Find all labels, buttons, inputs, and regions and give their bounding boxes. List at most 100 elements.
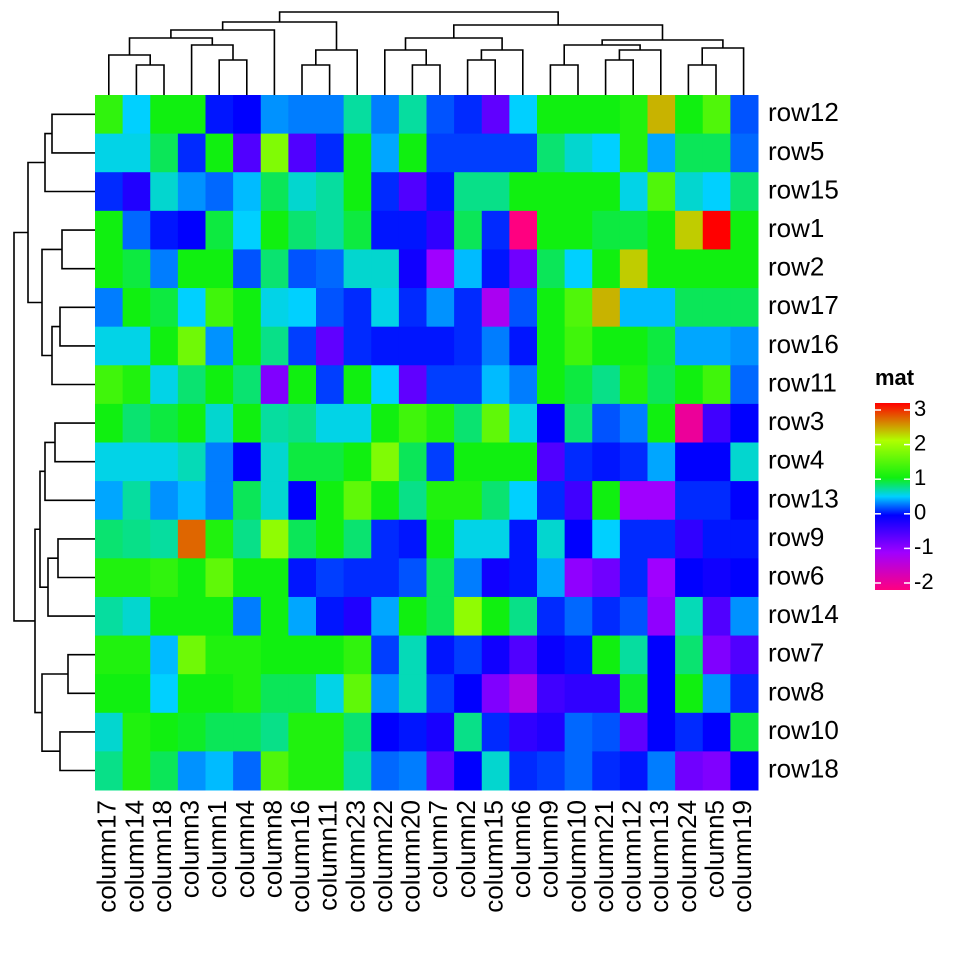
heatmap-cell	[702, 635, 731, 675]
row-label: row18	[768, 754, 839, 784]
heatmap-cell	[260, 481, 289, 521]
heatmap-cell	[233, 210, 262, 250]
heatmap-cell	[509, 712, 538, 752]
heatmap-cell	[509, 635, 538, 675]
heatmap-cell	[122, 481, 151, 521]
heatmap-cell	[150, 751, 179, 791]
heatmap-cell	[288, 403, 317, 443]
heatmap-cell	[316, 674, 345, 714]
heatmap-cell	[122, 249, 151, 289]
heatmap-cell	[537, 596, 566, 637]
heatmap-cell	[675, 403, 704, 443]
heatmap-cell	[343, 558, 372, 598]
heatmap-cell	[647, 365, 676, 405]
row-label: row15	[768, 174, 839, 204]
heatmap-cell	[233, 172, 262, 212]
heatmap-cell	[509, 210, 538, 250]
heatmap-cell	[426, 712, 455, 752]
heatmap-cell	[454, 210, 483, 250]
heatmap-cell	[537, 403, 566, 443]
heatmap-cell	[619, 635, 648, 675]
heatmap-cell	[702, 95, 731, 135]
heatmap-cell	[702, 481, 731, 521]
heatmap-cell	[343, 249, 372, 289]
heatmap-cell	[426, 596, 455, 637]
heatmap-cell	[288, 635, 317, 675]
heatmap-cell	[205, 172, 234, 212]
column-label: column3	[175, 800, 205, 898]
heatmap-cell	[398, 674, 427, 714]
heatmap-cell	[398, 95, 427, 135]
row-label: row2	[768, 252, 824, 282]
heatmap-cell	[564, 210, 593, 250]
heatmap-cell	[647, 519, 676, 559]
heatmap-cell	[592, 133, 621, 173]
heatmap-cell	[537, 442, 566, 482]
heatmap-cell	[260, 95, 289, 135]
heatmap-cell	[426, 519, 455, 559]
heatmap-cell	[454, 596, 483, 637]
heatmap-cell	[122, 751, 151, 791]
heatmap-cell	[260, 133, 289, 173]
heatmap-cell	[122, 403, 151, 443]
heatmap-cell	[288, 133, 317, 173]
heatmap-cell	[454, 365, 483, 405]
heatmap-cell	[426, 365, 455, 405]
heatmap-cell	[702, 249, 731, 289]
heatmap-cell	[233, 596, 262, 637]
heatmap-cell	[564, 95, 593, 135]
column-label: column10	[561, 800, 591, 913]
heatmap-cell	[592, 558, 621, 598]
heatmap-cell	[122, 172, 151, 212]
heatmap-cell	[316, 365, 345, 405]
heatmap-cell	[675, 596, 704, 637]
heatmap-cell	[205, 596, 234, 637]
heatmap-cell	[537, 558, 566, 598]
heatmap-cell	[122, 519, 151, 559]
heatmap-cell	[675, 95, 704, 135]
heatmap-cell	[730, 133, 759, 173]
heatmap-cell	[702, 674, 731, 714]
column-label: column17	[92, 800, 122, 913]
heatmap-cell	[288, 365, 317, 405]
heatmap-cell	[702, 133, 731, 173]
row-label: row13	[768, 483, 839, 513]
heatmap-cell	[592, 519, 621, 559]
heatmap-cell	[647, 751, 676, 791]
heatmap-cell	[343, 326, 372, 366]
heatmap-cell	[260, 442, 289, 482]
heatmap-cell	[537, 326, 566, 366]
legend-tick-label: 3	[914, 396, 926, 421]
heatmap-cell	[316, 95, 345, 135]
heatmap-cell	[454, 403, 483, 443]
heatmap-cell	[481, 95, 510, 135]
heatmap-cell	[150, 95, 179, 135]
heatmap-cell	[205, 442, 234, 482]
heatmap-cell	[509, 249, 538, 289]
heatmap-cell	[730, 596, 759, 637]
column-label: column1	[202, 800, 232, 898]
heatmap-cell	[481, 558, 510, 598]
heatmap-cell	[454, 133, 483, 173]
heatmap-cell	[371, 326, 400, 366]
heatmap-cell	[730, 249, 759, 289]
heatmap-cell	[343, 210, 372, 250]
heatmap-cell	[343, 519, 372, 559]
heatmap-cell	[592, 674, 621, 714]
heatmap-cell	[150, 288, 179, 328]
heatmap-cell	[619, 481, 648, 521]
row-dendrogram	[13, 113, 95, 772]
heatmap-cell	[205, 481, 234, 521]
heatmap-cell	[619, 172, 648, 212]
heatmap-cell	[619, 210, 648, 250]
heatmap-cell	[316, 712, 345, 752]
heatmap-cell	[177, 674, 206, 714]
heatmap-cell	[481, 751, 510, 791]
heatmap-cell	[177, 249, 206, 289]
heatmap-cell	[260, 172, 289, 212]
heatmap-cell	[426, 442, 455, 482]
heatmap-cell	[592, 481, 621, 521]
heatmap-cell	[150, 133, 179, 173]
heatmap-cell	[702, 596, 731, 637]
heatmap-cell	[481, 365, 510, 405]
